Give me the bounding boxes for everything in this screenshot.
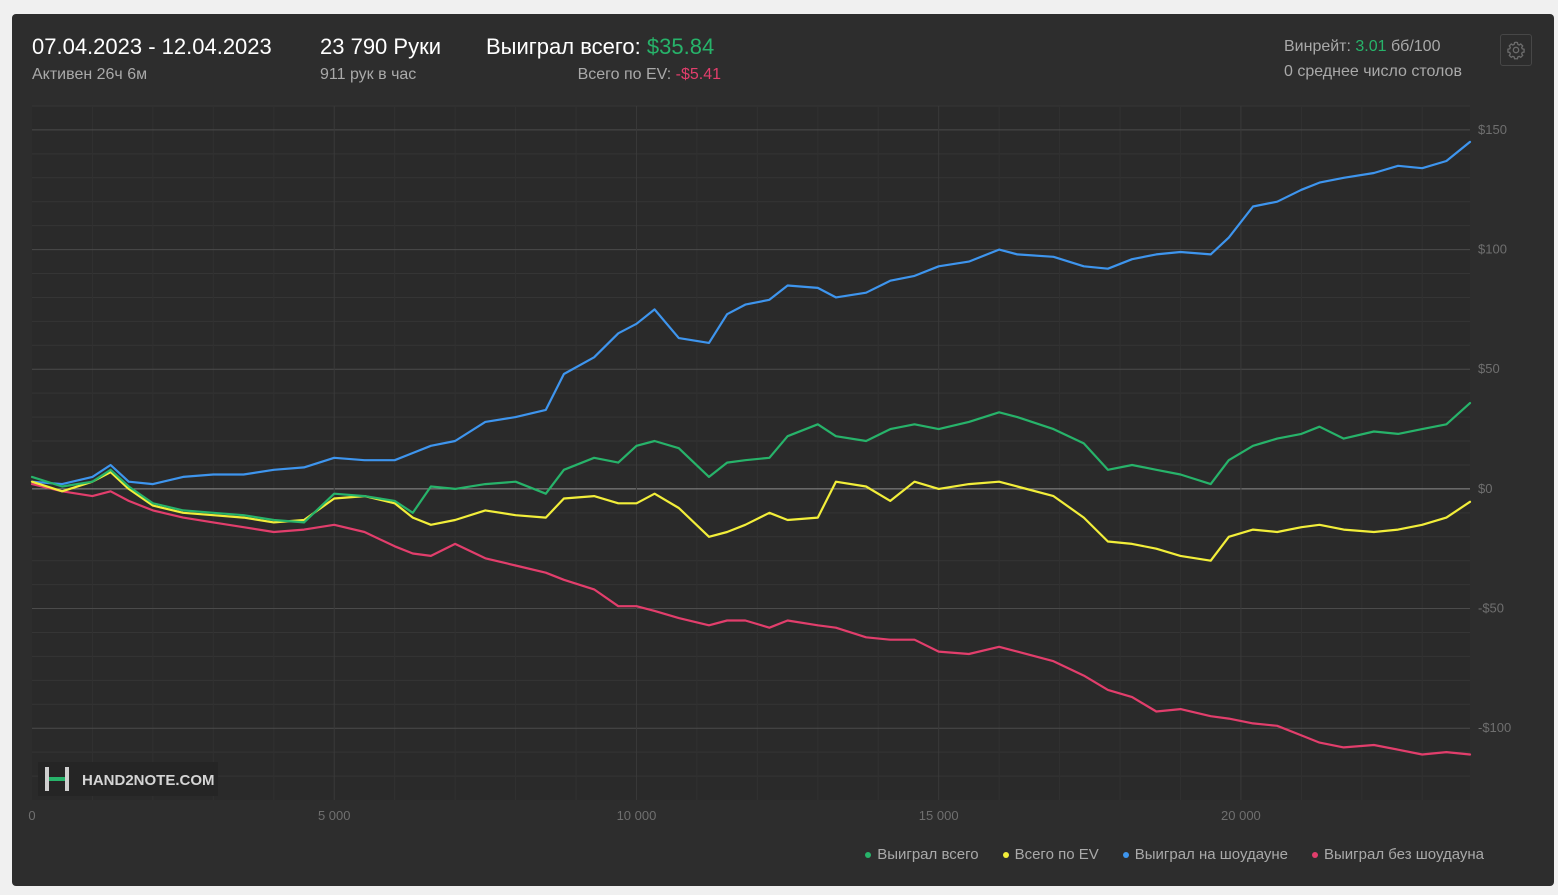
- legend-item-ev-total[interactable]: Всего по EV: [1002, 846, 1099, 863]
- legend-dot: [1312, 851, 1319, 858]
- winrate-label: Винрейт:: [1284, 38, 1351, 55]
- won-total-label: Выиграл всего:: [486, 34, 641, 59]
- date-range: 07.04.2023 - 12.04.2023: [32, 34, 272, 59]
- series-line-non-showdown: [30, 483, 1472, 756]
- active-time: Активен 26ч 6м: [32, 66, 148, 83]
- series-line-showdown: [30, 140, 1472, 486]
- winnings-chart: 0 5 000 10 000 15 000 20 000 $150 $100 $50 $0 -$…: [28, 105, 1511, 823]
- logo-mark-bar: [49, 777, 65, 781]
- ev-total-label: Всего по EV:: [577, 66, 672, 83]
- x-tick-label: 10 000: [617, 808, 657, 823]
- ev-total: Всего по EV: -$5.41: [578, 66, 721, 84]
- legend-label: Выиграл на шоудауне: [1134, 846, 1289, 863]
- hands-per-hour: 911 рук в час: [320, 66, 417, 83]
- settings-button[interactable]: [1500, 34, 1532, 66]
- x-tick-label: 0: [28, 808, 35, 823]
- chart-legend: Выиграл всего Всего по EV Выиграл на шоу…: [865, 846, 1484, 863]
- plot-area: [32, 106, 1470, 800]
- x-tick-label: 5 000: [318, 808, 351, 823]
- y-tick-label: $50: [1478, 361, 1500, 376]
- ev-total-value: -$5.41: [675, 66, 721, 83]
- gear-icon: [1507, 41, 1525, 60]
- y-tick-label: -$50: [1478, 601, 1504, 616]
- won-total-value: $35.84: [646, 34, 715, 59]
- hands-total: 23 790 Руки: [320, 34, 441, 59]
- legend-item-won-total[interactable]: Выиграл всего: [865, 846, 979, 863]
- won-total: Выиграл всего: $35.84: [486, 34, 714, 60]
- winrate-unit: бб/100: [1391, 38, 1441, 55]
- x-tick-label: 20 000: [1221, 808, 1261, 823]
- y-tick-label: $0: [1478, 481, 1492, 496]
- legend-dot: [1122, 851, 1129, 858]
- legend-item-non-showdown[interactable]: Выиграл без шоудауна: [1312, 846, 1484, 863]
- logo-mark-right: [65, 767, 69, 791]
- major-grid: [32, 106, 1470, 800]
- legend-label: Всего по EV: [1014, 846, 1099, 863]
- avg-tables: 0 среднее число столов: [1284, 63, 1462, 80]
- legend-dot: [865, 851, 872, 858]
- hand2note-logo: HAND2NOTE.COM: [38, 762, 218, 796]
- y-tick-label: $150: [1478, 122, 1507, 137]
- y-tick-label: $100: [1478, 242, 1507, 257]
- winrate-value: 3.01: [1355, 38, 1387, 55]
- winnings-graph-panel: 07.04.2023 - 12.04.2023 Активен 26ч 6м 2…: [12, 14, 1554, 886]
- legend-dot: [1002, 851, 1009, 858]
- y-axis-ticks: $150 $100 $50 $0 -$50 -$100: [1478, 122, 1511, 735]
- logo-mark-left: [45, 767, 49, 791]
- legend-item-showdown[interactable]: Выиграл на шоудауне: [1122, 846, 1289, 863]
- x-axis-ticks: 0 5 000 10 000 15 000 20 000: [28, 808, 1260, 823]
- legend-label: Выиграл всего: [877, 846, 979, 863]
- legend-label: Выиграл без шоудауна: [1324, 846, 1484, 863]
- series-line-won-total: [30, 402, 1472, 524]
- x-tick-label: 15 000: [919, 808, 959, 823]
- y-tick-label: -$100: [1478, 720, 1511, 735]
- watermark-text: HAND2NOTE.COM: [82, 772, 215, 789]
- series-group: [30, 140, 1472, 756]
- winrate: Винрейт: 3.01 бб/100: [1284, 38, 1440, 56]
